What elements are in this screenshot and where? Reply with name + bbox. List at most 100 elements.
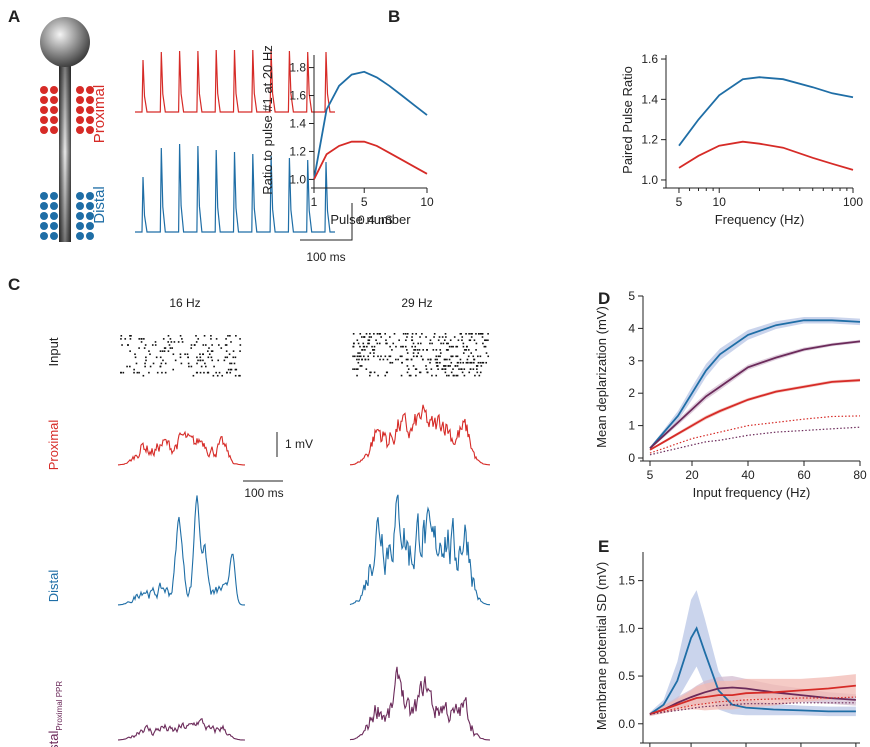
input-spike	[408, 374, 411, 377]
input-spike	[229, 371, 232, 374]
condition-label: 16 Hz	[169, 296, 200, 310]
scale-bar	[300, 203, 353, 241]
input-spike	[129, 335, 131, 337]
input-spike	[233, 362, 236, 365]
input-spike	[385, 339, 387, 342]
input-spike	[426, 371, 429, 374]
input-spike	[361, 358, 363, 361]
input-spike	[367, 339, 370, 342]
input-spike	[127, 344, 129, 346]
input-spike	[452, 368, 454, 370]
input-spike	[389, 345, 391, 348]
input-spike	[356, 339, 359, 342]
input-spike	[406, 333, 409, 335]
error-band	[649, 590, 856, 717]
input-spike	[359, 365, 362, 367]
y-tick-label: 1.0	[289, 172, 306, 186]
input-spike	[443, 365, 446, 367]
panel-letter: E	[598, 537, 609, 556]
input-spike	[134, 353, 136, 356]
input-spike	[475, 349, 477, 351]
series-line	[313, 140, 428, 180]
input-spike	[352, 355, 354, 358]
y-tick-label: 4	[628, 321, 635, 335]
input-spike	[446, 349, 449, 351]
input-spike	[429, 361, 431, 364]
input-spike	[439, 349, 442, 351]
input-spike	[362, 342, 365, 345]
input-spike	[485, 352, 488, 354]
input-spike	[469, 368, 472, 370]
input-spike	[375, 339, 377, 342]
input-spike	[443, 339, 446, 342]
input-spike	[462, 361, 465, 364]
input-spike	[234, 356, 237, 359]
input-spike	[417, 342, 420, 345]
conductance-trace	[135, 49, 335, 113]
input-spike	[411, 345, 413, 348]
input-spike	[431, 374, 433, 377]
input-spike	[138, 371, 140, 374]
input-spike	[171, 347, 174, 349]
input-spike	[469, 339, 472, 342]
input-spike	[479, 355, 482, 358]
series-line	[649, 319, 861, 449]
x-tick-label: 5	[647, 468, 654, 482]
input-spike	[159, 356, 162, 359]
input-spike	[235, 368, 238, 371]
input-spike	[442, 368, 444, 370]
input-spike	[393, 333, 396, 335]
input-spike	[210, 338, 212, 340]
input-spike	[406, 352, 409, 354]
y-tick-label: 1.8	[289, 61, 306, 75]
input-spike	[376, 333, 379, 335]
x-tick-label: 5	[676, 195, 683, 209]
input-spike	[465, 349, 468, 351]
input-spike	[151, 344, 154, 346]
row-label-sub: Proximal PPR	[55, 681, 64, 731]
input-spike	[448, 358, 451, 361]
input-spike	[462, 345, 465, 348]
input-spike	[199, 356, 202, 359]
input-spike	[437, 355, 440, 358]
input-spike	[212, 374, 215, 377]
series-line	[649, 626, 856, 715]
input-spike	[215, 371, 217, 374]
panel-letter: B	[388, 7, 400, 26]
x-axis-label: Pulse number	[330, 212, 411, 227]
input-spike	[435, 349, 438, 351]
input-spike	[406, 371, 409, 374]
synapse	[76, 232, 84, 240]
input-spike	[168, 344, 171, 346]
input-spike	[208, 353, 211, 356]
input-spike	[460, 368, 463, 370]
input-spike	[419, 371, 422, 374]
series-line	[313, 70, 428, 180]
input-spike	[230, 368, 233, 371]
input-spike	[444, 371, 447, 374]
input-spike	[456, 355, 459, 358]
axis-line	[640, 296, 860, 462]
input-spike	[436, 361, 439, 364]
input-spike	[143, 338, 145, 340]
input-spike	[475, 333, 477, 335]
input-spike	[352, 333, 355, 335]
input-spike	[376, 342, 379, 345]
scale-label: 100 ms	[244, 486, 283, 500]
input-spike	[468, 333, 470, 335]
input-spike	[480, 365, 483, 367]
input-spike	[456, 345, 459, 348]
input-spike	[190, 347, 193, 349]
input-spike	[389, 355, 392, 358]
y-axis-label: Ratio to pulse #1 at 20 Hz	[260, 45, 275, 195]
input-spike	[433, 333, 436, 335]
input-spike	[426, 349, 428, 351]
input-spike	[465, 333, 467, 335]
y-tick-label: 1.4	[641, 92, 658, 106]
input-spike	[431, 342, 433, 345]
input-spike	[452, 374, 455, 377]
y-tick-label: 1.4	[289, 116, 306, 130]
input-spike	[459, 358, 462, 361]
synapse	[40, 212, 48, 220]
input-spike	[195, 371, 198, 374]
